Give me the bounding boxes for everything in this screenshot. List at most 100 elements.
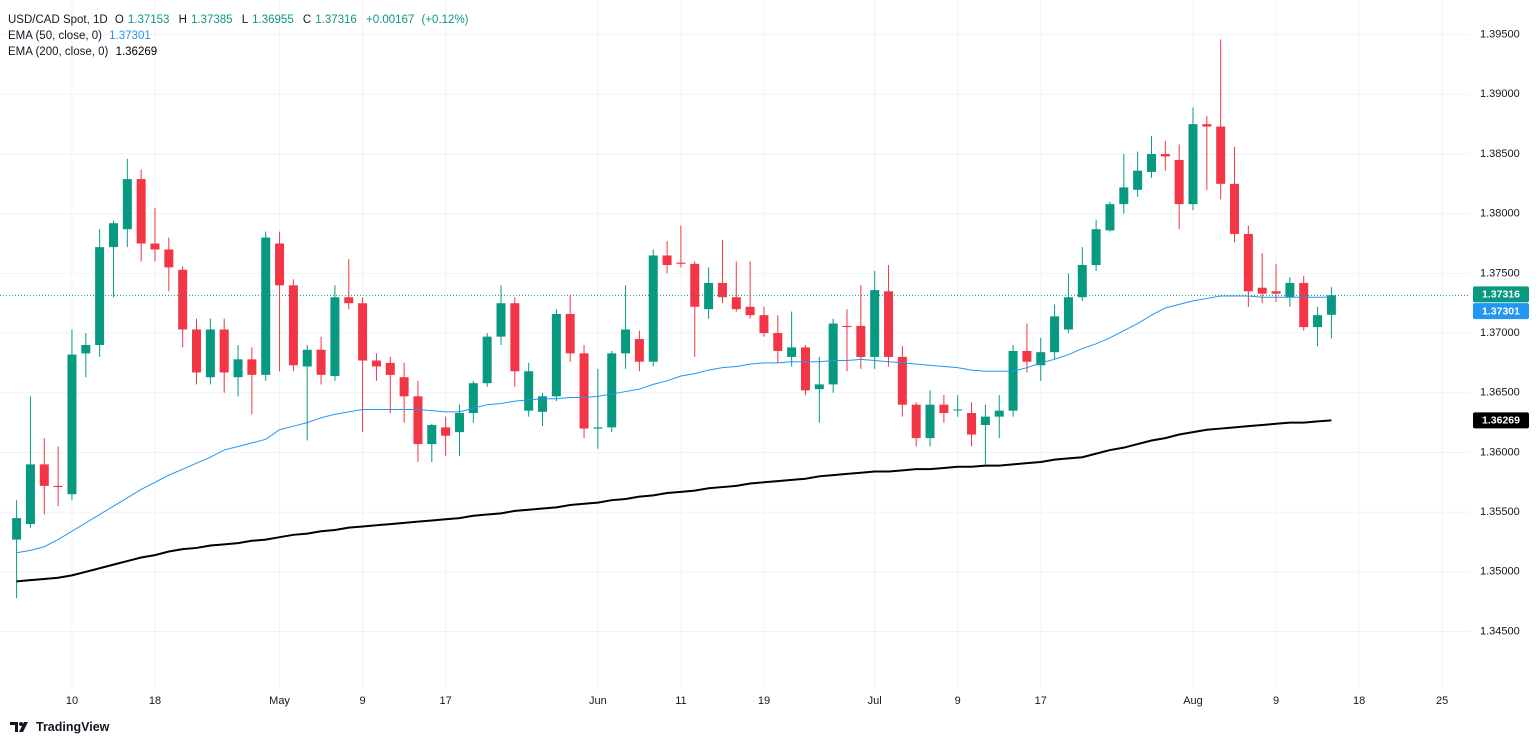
candle-body <box>344 297 354 304</box>
candle-body <box>1133 170 1143 190</box>
candle-body <box>842 325 852 328</box>
x-tick-label: 10 <box>66 695 78 707</box>
candle-body <box>814 384 824 390</box>
candle-body <box>538 396 548 412</box>
x-tick-label: 18 <box>149 695 161 707</box>
candle-body <box>1077 265 1087 298</box>
candle-body <box>1202 124 1212 127</box>
x-tick-label: 17 <box>440 695 452 707</box>
candle-body <box>385 362 395 375</box>
legend-entry: EMA (50, close, 0) 1.37301 <box>8 28 473 44</box>
price-badge <box>1473 303 1529 320</box>
candle-body <box>1146 153 1156 172</box>
candle-body <box>316 349 326 375</box>
candle-body <box>925 404 935 439</box>
x-tick-label: 9 <box>1273 695 1279 707</box>
candle-body <box>1271 291 1281 294</box>
price-badge-label: 1.36269 <box>1482 415 1520 427</box>
candle-body <box>953 409 963 411</box>
candle-body <box>994 410 1004 417</box>
candle-body <box>358 303 368 361</box>
candle-body <box>67 354 77 495</box>
candle-body <box>205 329 215 378</box>
candle-body <box>1326 295 1336 315</box>
legend-value: 1.37301 <box>109 30 151 42</box>
candle-body <box>1285 282 1295 298</box>
candle-body <box>551 313 561 397</box>
candle-body <box>717 282 727 298</box>
candle-body <box>524 371 534 411</box>
x-tick-label: Jun <box>589 695 607 707</box>
candle-body <box>745 306 755 316</box>
candle-body <box>593 427 603 429</box>
candle-body <box>1188 124 1198 205</box>
change-pct: (+0.12%) <box>421 14 469 26</box>
ohlc-letter: L <box>241 14 249 26</box>
candle-body <box>12 518 22 540</box>
candle-body <box>25 464 35 525</box>
candle-body <box>1063 297 1073 330</box>
candle-body <box>468 383 478 414</box>
y-tick-label: 1.39000 <box>1480 88 1520 100</box>
y-tick-label: 1.36500 <box>1480 387 1520 399</box>
candle-body <box>1091 229 1101 266</box>
legend-entry: EMA (200, close, 0) 1.36269 <box>8 44 473 60</box>
y-tick-label: 1.38000 <box>1480 208 1520 220</box>
candle-body <box>178 269 188 330</box>
candle-body <box>164 249 174 268</box>
candle-body <box>136 179 146 244</box>
candle-body <box>1216 126 1226 184</box>
symbol: USD/CAD Spot, 1D <box>8 14 108 26</box>
y-tick-label: 1.39500 <box>1480 29 1520 41</box>
candle-body <box>967 413 977 435</box>
candle-body <box>233 359 243 378</box>
candle-body <box>510 303 520 372</box>
candle-body <box>676 262 686 264</box>
candle-body <box>1036 352 1046 366</box>
candle-body <box>759 315 769 334</box>
candle-body <box>371 360 381 367</box>
y-tick-label: 1.37000 <box>1480 327 1520 339</box>
candle-body <box>1299 282 1309 328</box>
brand-text: TradingView <box>36 720 110 734</box>
candle-body <box>288 285 298 366</box>
candle-body <box>1050 316 1060 353</box>
candle-body <box>662 255 672 266</box>
candle-body <box>565 313 575 354</box>
legend: USD/CAD Spot, 1D O 1.37153 H 1.37385 L 1.36… <box>8 12 473 60</box>
ohlc-letter: H <box>178 14 187 26</box>
candle-body <box>621 329 631 354</box>
candle-body <box>219 329 229 373</box>
candle-body <box>731 297 741 310</box>
candle-body <box>441 427 451 436</box>
candle-body <box>897 356 907 405</box>
ema-line <box>16 295 1332 554</box>
ohlc-letter: O <box>114 14 124 26</box>
candle-body <box>496 303 506 337</box>
candle-body <box>150 243 160 250</box>
ohlc-value: 1.36955 <box>252 14 294 26</box>
candle-body <box>773 333 783 351</box>
x-tick-label: 17 <box>1035 695 1047 707</box>
candle-body <box>275 243 285 286</box>
x-tick-label: 18 <box>1353 695 1365 707</box>
x-tick-label: 11 <box>675 695 686 707</box>
candle-body <box>1243 233 1253 292</box>
candle-body <box>884 291 894 357</box>
y-tick-label: 1.37500 <box>1480 267 1520 279</box>
ohlc-value: 1.37316 <box>315 14 357 26</box>
candle-body <box>427 424 437 445</box>
x-tick-label: 9 <box>955 695 961 707</box>
legend-label: EMA (200, close, 0) <box>8 46 109 58</box>
candle-body <box>1008 350 1018 411</box>
candle-body <box>454 413 464 433</box>
ohlc-value: 1.37153 <box>127 14 170 26</box>
y-tick-label: 1.36000 <box>1480 446 1520 458</box>
price-badge <box>1473 286 1529 303</box>
symbol-row: USD/CAD Spot, 1D O 1.37153 H 1.37385 L 1.36… <box>8 12 473 28</box>
y-tick-label: 1.38500 <box>1480 148 1520 160</box>
candle-body <box>579 353 589 429</box>
x-tick-label: 9 <box>360 695 366 707</box>
legend-label: EMA (50, close, 0) <box>8 30 102 42</box>
candle-body <box>1119 187 1129 205</box>
